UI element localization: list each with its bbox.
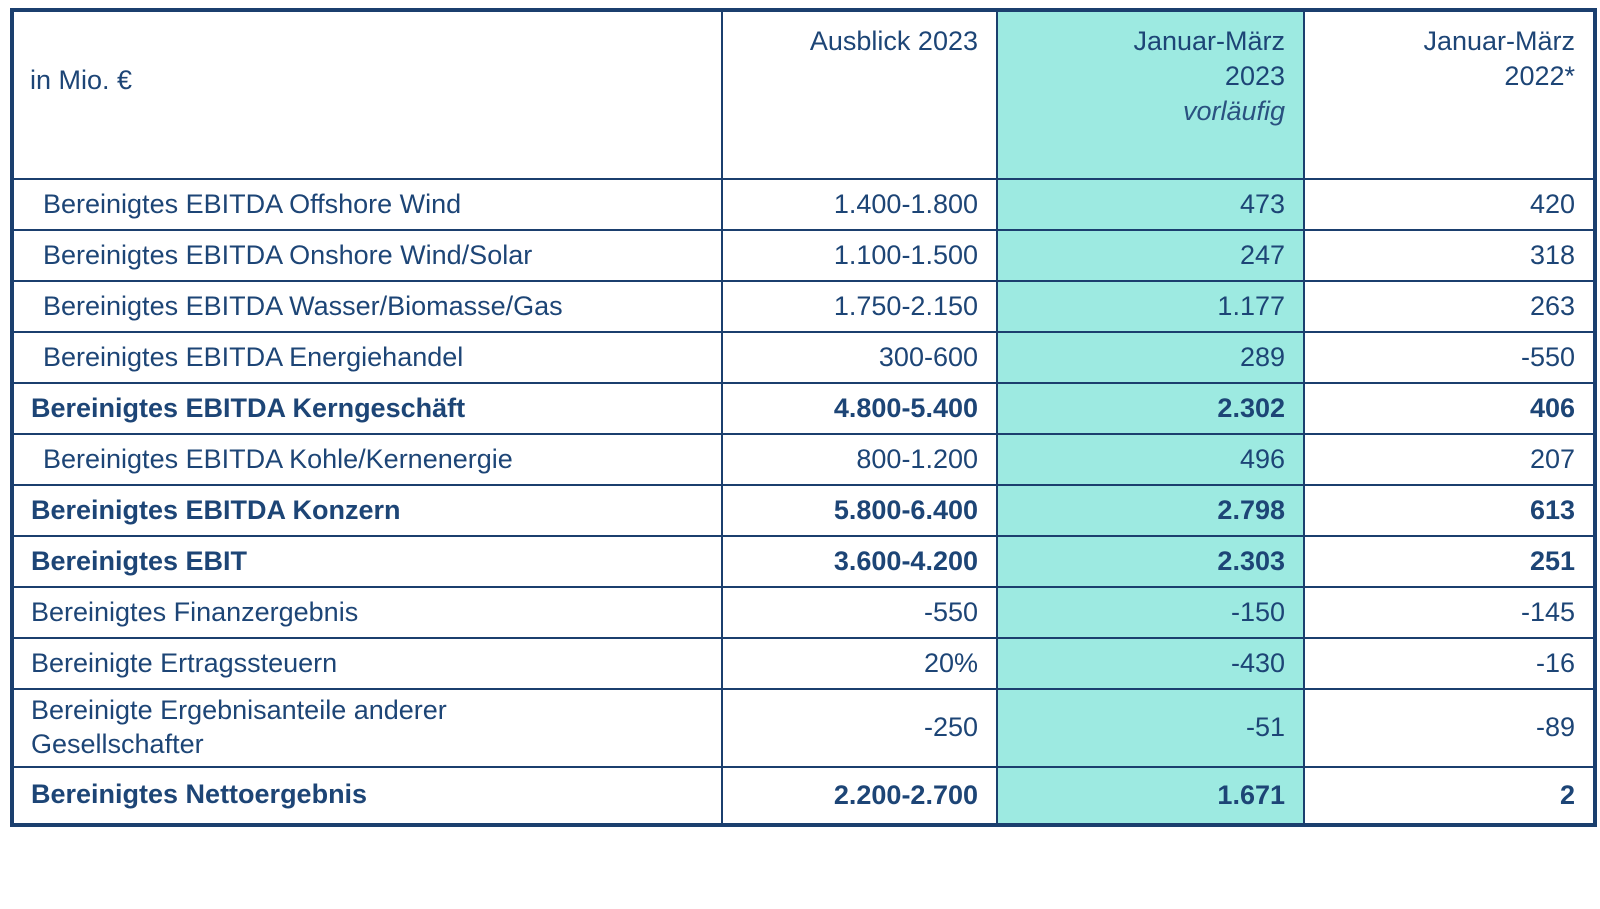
table-row: Bereinigtes EBITDA Kerngeschäft 4.800-5.… [11, 382, 1596, 435]
row-label-cell: Bereinigte Ergebnisanteile anderer Gesel… [11, 688, 723, 768]
column-header-outlook-text: Ausblick 2023 [809, 26, 978, 56]
cell-outlook-2023: 1.400-1.800 [721, 178, 998, 231]
cell-outlook-2023: 2.200-2.700 [721, 765, 998, 826]
table-body: Bereinigtes EBITDA Offshore Wind 1.400-1… [11, 178, 1596, 826]
row-label: Bereinigtes EBITDA Energiehandel [43, 341, 464, 372]
row-label: Bereinigtes Finanzergebnis [31, 596, 359, 627]
financial-results-table: in Mio. € Ausblick 2023 Januar-März 2023… [10, 8, 1597, 827]
cell-jan-mar-2022: -89 [1303, 688, 1596, 768]
cell-outlook-2023: -250 [721, 688, 998, 768]
column-header-current-text: Januar-März 2023 [1133, 26, 1285, 92]
column-header-prior-text: Januar-März 2022* [1423, 26, 1575, 92]
cell-outlook-2023: 4.800-5.400 [721, 382, 998, 435]
cell-jan-mar-2022: 420 [1303, 178, 1596, 231]
cell-jan-mar-2023: 2.302 [996, 382, 1305, 435]
cell-outlook-2023: -550 [721, 586, 998, 639]
cell-outlook-2023: 20% [721, 637, 998, 690]
cell-outlook-2023: 800-1.200 [721, 433, 998, 486]
cell-outlook-2023: 300-600 [721, 331, 998, 384]
row-label: Bereinigte Ertragssteuern [31, 647, 338, 678]
table-row: Bereinigtes EBITDA Energiehandel 300-600… [11, 331, 1596, 384]
table-row: Bereinigtes Finanzergebnis -550 -150 -14… [11, 586, 1596, 639]
cell-jan-mar-2022: 2 [1303, 765, 1596, 826]
unit-label: in Mio. € [11, 9, 723, 180]
column-header-preliminary-note: vorläufig [1182, 96, 1285, 127]
row-label-cell: Bereinigtes EBITDA Kerngeschäft [11, 382, 723, 435]
cell-jan-mar-2022: -16 [1303, 637, 1596, 690]
cell-jan-mar-2023: 1.177 [996, 280, 1305, 333]
row-label: Bereinigte Ergebnisanteile anderer Gesel… [31, 695, 447, 759]
cell-jan-mar-2022: 263 [1303, 280, 1596, 333]
column-header-jan-mar-2023: Januar-März 2023 vorläufig [996, 9, 1305, 180]
cell-jan-mar-2023: 1.671 [996, 765, 1305, 826]
table-row: Bereinigtes EBITDA Onshore Wind/Solar 1.… [11, 229, 1596, 282]
cell-jan-mar-2023: -51 [996, 688, 1305, 768]
row-label: Bereinigtes EBITDA Onshore Wind/Solar [43, 239, 533, 270]
cell-jan-mar-2023: 247 [996, 229, 1305, 282]
row-label-cell: Bereinigtes EBITDA Onshore Wind/Solar [11, 229, 723, 282]
cell-outlook-2023: 1.750-2.150 [721, 280, 998, 333]
row-label-cell: Bereinigtes EBITDA Konzern [11, 484, 723, 537]
table-row: Bereinigtes EBITDA Konzern 5.800-6.400 2… [11, 484, 1596, 537]
row-label: Bereinigtes EBIT [31, 545, 248, 576]
cell-jan-mar-2023: -150 [996, 586, 1305, 639]
row-label-cell: Bereinigtes Finanzergebnis [11, 586, 723, 639]
column-header-jan-mar-2022: Januar-März 2022* [1303, 9, 1596, 180]
cell-jan-mar-2022: 318 [1303, 229, 1596, 282]
row-label: Bereinigtes EBITDA Kohle/Kernenergie [43, 443, 513, 474]
row-label-cell: Bereinigtes EBITDA Kohle/Kernenergie [11, 433, 723, 486]
table-row: Bereinigtes Nettoergebnis 2.200-2.700 1.… [11, 765, 1596, 826]
row-label-cell: Bereinigtes EBITDA Wasser/Biomasse/Gas [11, 280, 723, 333]
cell-jan-mar-2023: 496 [996, 433, 1305, 486]
column-header-outlook-2023: Ausblick 2023 [721, 9, 998, 180]
row-label: Bereinigtes Nettoergebnis [31, 779, 368, 810]
cell-jan-mar-2022: -145 [1303, 586, 1596, 639]
row-label-cell: Bereinigtes EBITDA Energiehandel [11, 331, 723, 384]
table-row: Bereinigte Ergebnisanteile anderer Gesel… [11, 688, 1596, 768]
row-label: Bereinigtes EBITDA Kerngeschäft [31, 392, 466, 423]
table-row: Bereinigtes EBITDA Offshore Wind 1.400-1… [11, 178, 1596, 231]
table-row: Bereinigtes EBITDA Kohle/Kernenergie 800… [11, 433, 1596, 486]
table-row: Bereinigtes EBITDA Wasser/Biomasse/Gas 1… [11, 280, 1596, 333]
row-label-cell: Bereinigtes EBIT [11, 535, 723, 588]
cell-jan-mar-2023: -430 [996, 637, 1305, 690]
row-label-cell: Bereinigtes EBITDA Offshore Wind [11, 178, 723, 231]
row-label-cell: Bereinigte Ertragssteuern [11, 637, 723, 690]
cell-jan-mar-2022: 207 [1303, 433, 1596, 486]
cell-jan-mar-2022: 251 [1303, 535, 1596, 588]
row-label-cell: Bereinigtes Nettoergebnis [11, 765, 723, 826]
table-row: Bereinigte Ertragssteuern 20% -430 -16 [11, 637, 1596, 690]
table-header: in Mio. € Ausblick 2023 Januar-März 2023… [11, 9, 1596, 180]
header-row: in Mio. € Ausblick 2023 Januar-März 2023… [11, 9, 1596, 180]
row-label: Bereinigtes EBITDA Konzern [31, 494, 401, 525]
row-label: Bereinigtes EBITDA Wasser/Biomasse/Gas [43, 290, 563, 321]
cell-jan-mar-2022: 406 [1303, 382, 1596, 435]
cell-jan-mar-2023: 289 [996, 331, 1305, 384]
cell-outlook-2023: 1.100-1.500 [721, 229, 998, 282]
table-row: Bereinigtes EBIT 3.600-4.200 2.303 251 [11, 535, 1596, 588]
cell-jan-mar-2023: 473 [996, 178, 1305, 231]
cell-jan-mar-2023: 2.303 [996, 535, 1305, 588]
cell-outlook-2023: 3.600-4.200 [721, 535, 998, 588]
cell-jan-mar-2022: 613 [1303, 484, 1596, 537]
cell-outlook-2023: 5.800-6.400 [721, 484, 998, 537]
cell-jan-mar-2022: -550 [1303, 331, 1596, 384]
cell-jan-mar-2023: 2.798 [996, 484, 1305, 537]
row-label: Bereinigtes EBITDA Offshore Wind [43, 188, 462, 219]
